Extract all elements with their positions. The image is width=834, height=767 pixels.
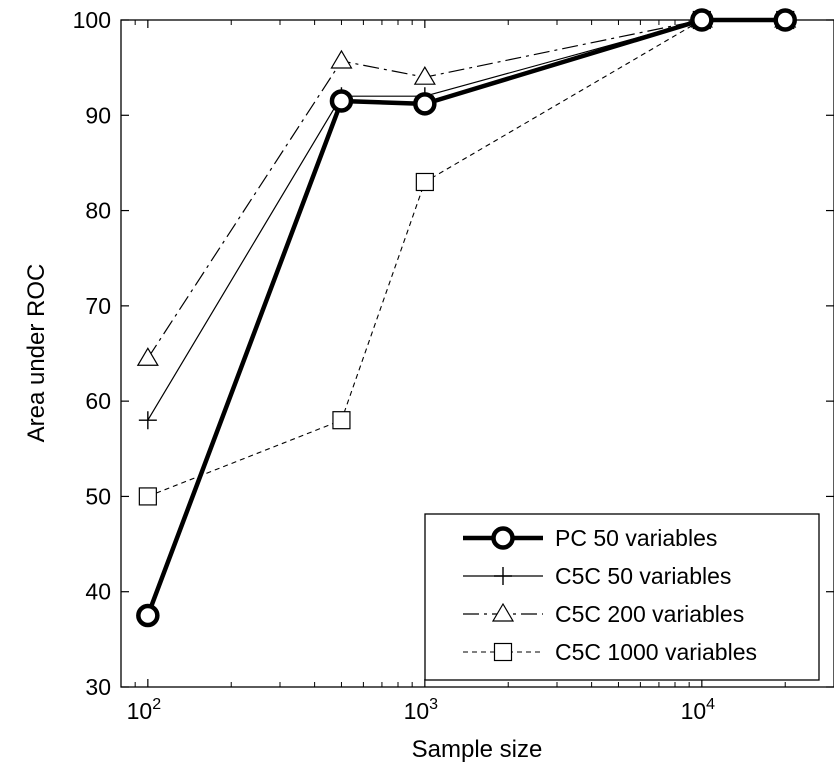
plus-marker <box>494 567 512 585</box>
y-tick-label: 90 <box>85 102 111 128</box>
circle-marker <box>491 526 515 550</box>
x-tick-exponent: 3 <box>429 696 438 713</box>
triangle-marker <box>330 49 353 69</box>
legend-label: PC 50 variables <box>555 525 717 551</box>
y-axis-label: Area under ROC <box>23 264 50 443</box>
x-tick-base: 10 <box>681 698 707 724</box>
square-marker <box>332 411 351 430</box>
plus-marker <box>138 411 157 430</box>
x-axis-label: Sample size <box>412 736 543 763</box>
series-0 <box>136 8 797 628</box>
y-tick-label: 50 <box>85 483 111 509</box>
square-marker <box>138 487 157 506</box>
circle-marker <box>413 92 437 116</box>
square-marker <box>493 642 513 662</box>
y-tick-label: 70 <box>85 293 111 319</box>
legend-label: C5C 200 variables <box>555 601 744 627</box>
circle-marker <box>773 8 797 32</box>
y-tick-label: 80 <box>85 198 111 224</box>
triangle-marker <box>491 602 515 622</box>
y-tick-label: 40 <box>85 579 111 605</box>
legend: PC 50 variables C5C 50 variables C5C 200 v… <box>424 513 820 681</box>
x-tick-label: 102 <box>127 696 162 724</box>
y-tick-label: 30 <box>85 674 111 700</box>
y-tick-label: 100 <box>73 7 111 33</box>
x-tick-base: 10 <box>127 698 153 724</box>
x-tick-base: 10 <box>404 698 430 724</box>
triangle-marker <box>413 65 436 85</box>
circle-marker <box>690 8 714 32</box>
circle-marker <box>136 603 160 628</box>
y-tick-label: 60 <box>85 388 111 414</box>
x-tick-exponent: 2 <box>152 696 161 713</box>
series-layer <box>136 8 797 628</box>
circle-marker <box>329 89 354 113</box>
legend-label: C5C 1000 variables <box>555 639 757 665</box>
legend-label: C5C 50 variables <box>555 563 731 589</box>
x-tick-label: 104 <box>681 696 716 724</box>
x-tick-exponent: 4 <box>706 696 715 713</box>
square-marker <box>415 172 434 192</box>
x-tick-label: 103 <box>404 696 439 724</box>
triangle-marker <box>136 347 159 366</box>
